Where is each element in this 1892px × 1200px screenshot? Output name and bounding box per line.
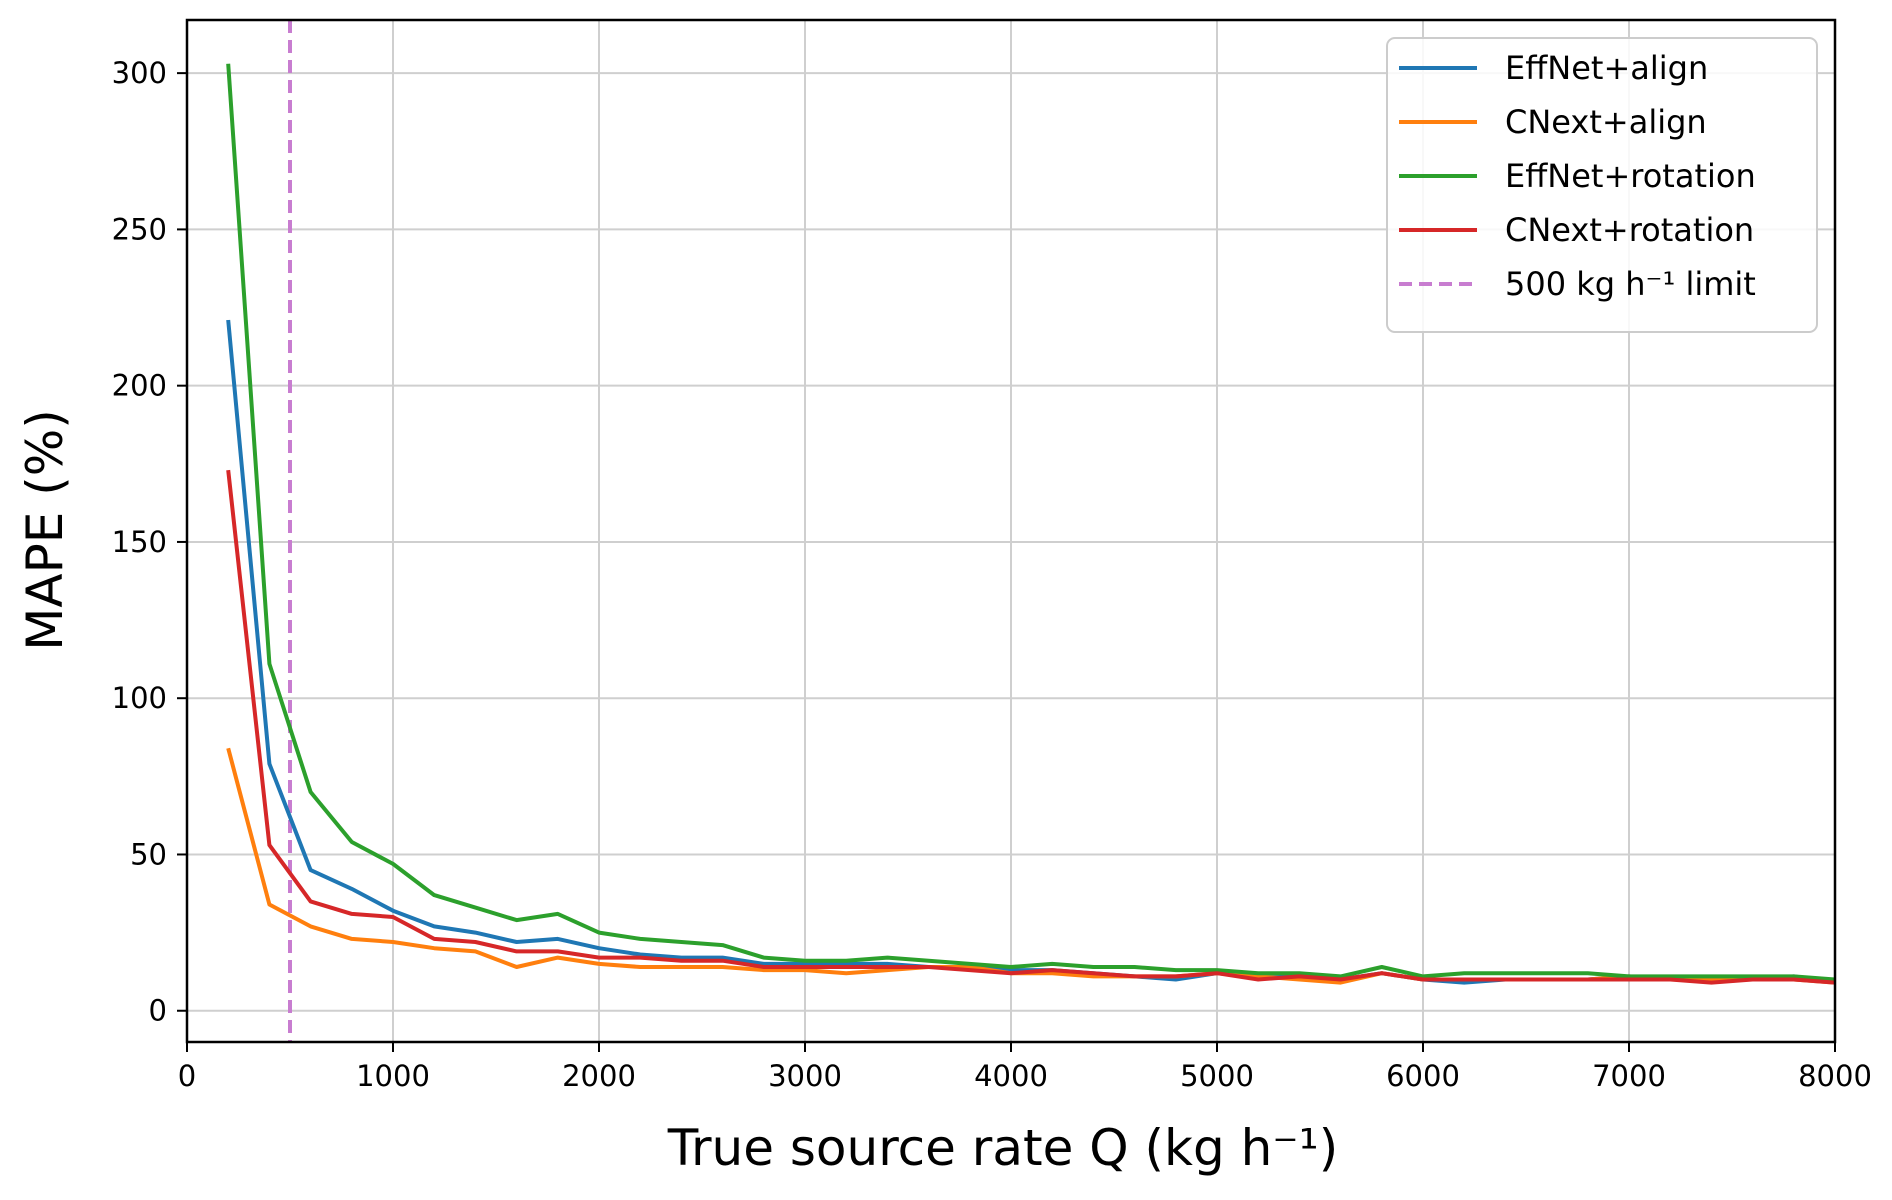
y-tick-label: 300 — [112, 56, 167, 90]
x-tick-label: 0 — [178, 1059, 196, 1093]
series-line-cnext-rotation — [226, 469, 1836, 985]
y-tick-label: 0 — [149, 994, 167, 1028]
grid — [186, 20, 1836, 1042]
legend-entry-label: 500 kg h⁻¹ limit — [1505, 265, 1756, 303]
series-line-effnet-align — [226, 319, 1836, 985]
axis-ticks: 0 1000 2000 3000 4000 5000 6000 7000 8000 0 50 100 1… — [112, 56, 1872, 1093]
x-tick-label: 1000 — [356, 1059, 430, 1093]
y-tick-label: 50 — [130, 837, 167, 871]
x-axis-label: True source rate Q (kg h⁻¹) — [667, 1119, 1338, 1177]
legend-entry-label: EffNet+rotation — [1505, 157, 1756, 195]
x-tick-label: 2000 — [562, 1059, 636, 1093]
legend: EffNet+align CNext+align EffNet+rotation CN… — [1386, 37, 1818, 333]
legend-entry-label: CNext+align — [1505, 103, 1707, 141]
series-line-cnext-align — [226, 747, 1836, 985]
y-axis-label: MAPE (%) — [16, 409, 74, 651]
x-tick-label: 3000 — [768, 1059, 842, 1093]
x-tick-label: 4000 — [974, 1059, 1048, 1093]
x-tick-label: 8000 — [1798, 1059, 1872, 1093]
y-tick-label: 150 — [112, 525, 167, 559]
series-line-effnet-rotation — [226, 63, 1836, 982]
legend-entry-label: EffNet+align — [1505, 49, 1708, 87]
legend-entry-label: CNext+rotation — [1505, 211, 1754, 249]
x-tick-label: 6000 — [1386, 1059, 1460, 1093]
x-tick-label: 5000 — [1180, 1059, 1254, 1093]
y-tick-label: 200 — [112, 369, 167, 403]
series-lines — [226, 63, 1836, 985]
x-tick-label: 7000 — [1592, 1059, 1666, 1093]
y-tick-label: 100 — [112, 681, 167, 715]
legend-box — [1386, 37, 1818, 333]
y-tick-label: 250 — [112, 212, 167, 246]
